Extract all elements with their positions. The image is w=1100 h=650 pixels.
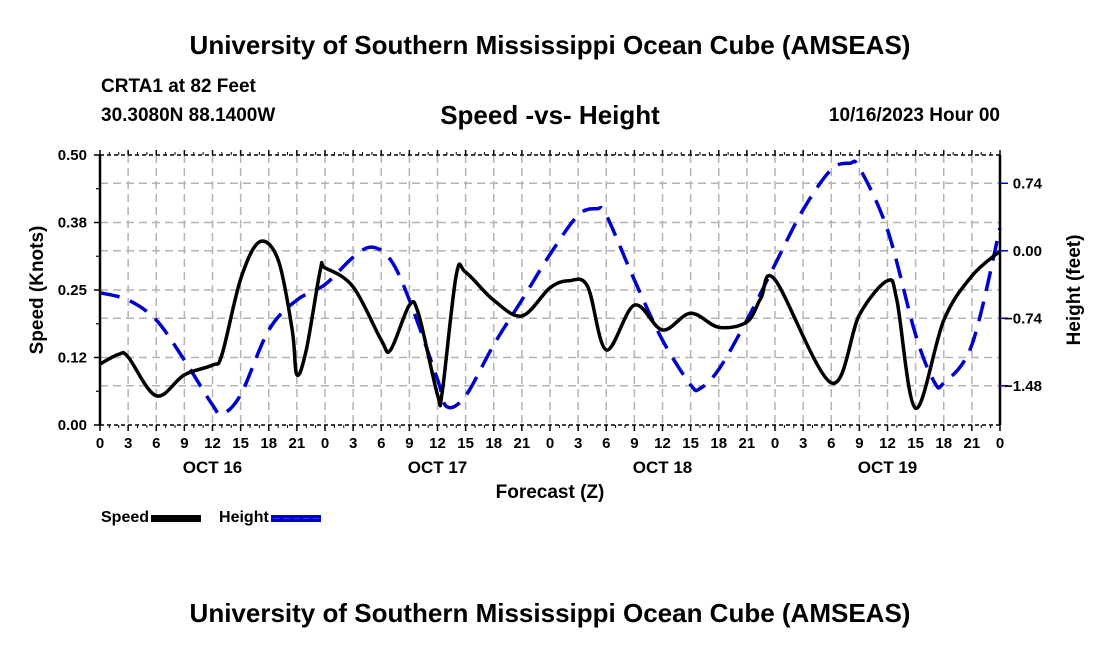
x-tick-label: 18: [935, 435, 952, 452]
y-tick-label-left: 0.38: [58, 215, 87, 232]
x-day-label: OCT 17: [408, 458, 468, 477]
speed-line: [99, 239, 1002, 411]
x-tick-label: 3: [124, 435, 132, 452]
chart-subtitle: Speed -vs- Height: [440, 100, 660, 130]
legend-height-swatch: [270, 514, 321, 522]
x-day-label: OCT 19: [858, 458, 918, 477]
y-tick-label-right: −1.48: [1004, 378, 1042, 395]
x-tick-label: 15: [457, 435, 474, 452]
x-tick-label: 6: [827, 435, 835, 452]
x-tick-label: 6: [602, 435, 610, 452]
y-axis-label-right: Height (feet): [1064, 234, 1085, 346]
x-tick-label: 15: [907, 435, 924, 452]
y-tick-label-left: 0.50: [58, 147, 87, 164]
x-day-label: OCT 16: [183, 458, 243, 477]
y-tick-label-left: 0.00: [58, 417, 87, 434]
x-tick-label: 18: [260, 435, 277, 452]
x-tick-label: 0: [546, 435, 554, 452]
x-tick-label: 3: [349, 435, 357, 452]
y-axis-label-left: Speed (Knots): [27, 225, 48, 355]
x-tick-label: 9: [405, 435, 413, 452]
y-tick-label-right: 0.00: [1013, 243, 1042, 260]
y-tick-label-left: 0.25: [58, 282, 87, 299]
legend-speed-swatch: [151, 514, 202, 522]
x-tick-label: 21: [289, 435, 306, 452]
legend: Speed Height: [101, 509, 339, 527]
bottom-title: University of Southern Mississippi Ocean…: [189, 598, 911, 628]
x-tick-label: 21: [514, 435, 531, 452]
x-tick-label: 0: [996, 435, 1004, 452]
station-label: CRTA1 at 82 Feet: [101, 76, 256, 97]
x-tick-label: 9: [855, 435, 863, 452]
x-tick-label: 0: [96, 435, 104, 452]
x-tick-label: 9: [630, 435, 638, 452]
x-tick-label: 0: [771, 435, 779, 452]
x-tick-label: 15: [232, 435, 249, 452]
x-tick-label: 3: [799, 435, 807, 452]
x-tick-label: 18: [710, 435, 727, 452]
x-tick-label: 21: [964, 435, 981, 452]
x-tick-label: 12: [879, 435, 896, 452]
forecast-datetime: 10/16/2023 Hour 00: [828, 105, 1000, 126]
legend-height-label: Height: [219, 509, 269, 526]
main-title: University of Southern Mississippi Ocean…: [189, 30, 911, 60]
height-series: [99, 159, 1002, 417]
x-tick-label: 6: [377, 435, 385, 452]
y-tick-label-left: 0.12: [58, 350, 87, 367]
x-tick-label: 12: [654, 435, 671, 452]
x-tick-label: 15: [682, 435, 699, 452]
height-line: [99, 159, 1002, 417]
x-tick-label: 12: [429, 435, 446, 452]
x-axis-label: Forecast (Z): [495, 482, 605, 503]
x-tick-label: 0: [321, 435, 329, 452]
x-tick-label: 9: [180, 435, 188, 452]
speed-series: [99, 239, 1002, 411]
legend-speed-label: Speed: [101, 509, 150, 526]
axis-ticks: 0 3 6 9 12 15 18 21 0 3 6 9 12 15 18 21 0 3 6 9 12 15 18 21 0 3 6 9…: [58, 147, 1043, 477]
x-tick-label: 18: [485, 435, 502, 452]
x-tick-label: 12: [204, 435, 221, 452]
x-tick-label: 3: [574, 435, 582, 452]
x-tick-label: 21: [739, 435, 756, 452]
y-tick-label-right: 0.74: [1013, 175, 1043, 192]
coordinates-label: 30.3080N 88.1400W: [101, 105, 276, 126]
x-tick-label: 6: [152, 435, 160, 452]
y-tick-label-right: −0.74: [1004, 310, 1043, 327]
x-day-label: OCT 18: [633, 458, 693, 477]
